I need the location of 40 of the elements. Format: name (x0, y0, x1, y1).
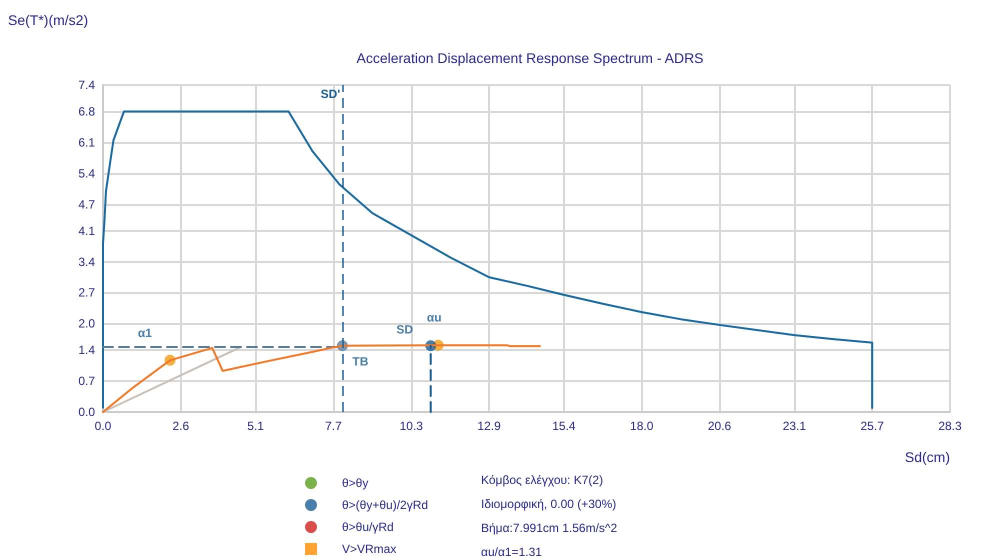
x-tick-label: 0.0 (94, 419, 112, 433)
x-tick-label: 2.6 (172, 419, 190, 433)
y-tick-label: 0.0 (78, 405, 96, 419)
y-tick-label: 5.4 (78, 166, 96, 180)
x-tick-label: 28.3 (938, 419, 962, 433)
y-tick-label: 4.1 (78, 224, 96, 238)
y-tick-label: 0.7 (78, 374, 96, 388)
x-axis-title: Sd(cm) (904, 449, 950, 465)
y-tick-label: 2.7 (78, 286, 96, 300)
text: Ιδιομορφική, 0.00 (+30%) (481, 497, 616, 511)
y-tick-label: 2.0 (78, 316, 96, 331)
x-tick-label: 15.4 (552, 419, 576, 433)
annotation: TB (352, 354, 369, 369)
x-tick-label: 25.7 (860, 419, 884, 433)
text: αu/α1=1.31 (481, 545, 542, 559)
x-tick-label: 12.9 (477, 419, 502, 433)
ref-line-label: SD' (320, 87, 340, 101)
x-tick-label: 20.6 (708, 419, 732, 433)
chart-title: Acceleration Displacement Response Spectrum - ADRS (356, 50, 704, 66)
legend-label: θ>θu/γRd (342, 520, 394, 534)
x-tick-label: 18.0 (630, 419, 654, 433)
y-tick-label: 3.4 (78, 254, 96, 269)
legend-label: θ>θy (342, 476, 368, 490)
y-axis-title: Se(T*)(m/s2) (8, 12, 88, 28)
y-tick-label: 6.8 (78, 104, 96, 119)
text: Βήμα:7.991cm 1.56m/s^2 (481, 521, 618, 535)
legend-label: V>VRmax (342, 542, 396, 556)
text: Κόμβος ελέγχου: K7(2) (481, 473, 604, 487)
x-tick-label: 23.1 (782, 419, 806, 433)
x-tick-label: 10.3 (400, 419, 424, 433)
annotation: α1 (138, 326, 152, 340)
y-tick-label: 4.7 (78, 197, 96, 212)
y-tick-label: 6.1 (78, 135, 96, 150)
x-tick-label: 7.7 (325, 419, 342, 433)
y-tick-label: 7.4 (78, 78, 96, 92)
legend-label: θ>(θy+θu)/2γRd (342, 498, 428, 512)
annotation: αu (426, 310, 442, 324)
annotation: SD (396, 322, 414, 337)
y-tick-label: 1.4 (78, 343, 96, 358)
x-tick-label: 5.1 (247, 419, 264, 433)
